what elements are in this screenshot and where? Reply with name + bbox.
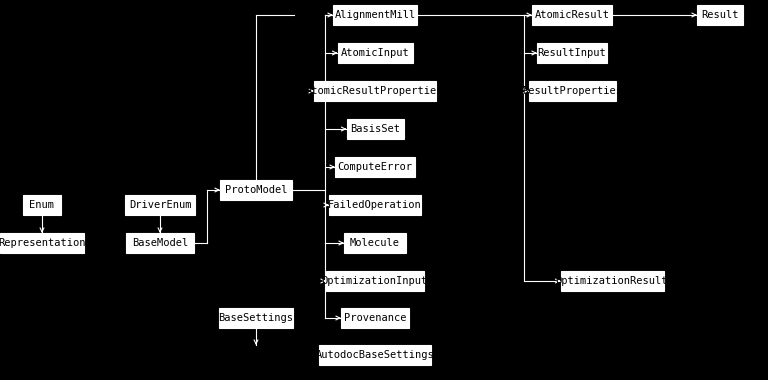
- Bar: [314, 81, 436, 101]
- Text: DriverEnum: DriverEnum: [129, 200, 191, 210]
- Text: Representation: Representation: [0, 238, 86, 248]
- Bar: [126, 233, 194, 253]
- Text: BaseModel: BaseModel: [132, 238, 188, 248]
- Bar: [341, 308, 409, 328]
- Text: AtomicResult: AtomicResult: [535, 10, 610, 20]
- Bar: [337, 43, 412, 63]
- Bar: [335, 157, 415, 177]
- Bar: [333, 5, 417, 25]
- Text: AlignmentMill: AlignmentMill: [334, 10, 415, 20]
- Text: Result: Result: [701, 10, 739, 20]
- Text: ComputeError: ComputeError: [337, 162, 412, 172]
- Text: Enum: Enum: [29, 200, 55, 210]
- Text: AtomicResultProperties: AtomicResultProperties: [306, 86, 444, 96]
- Text: Molecule: Molecule: [350, 238, 400, 248]
- Text: OptimizationResult: OptimizationResult: [556, 276, 668, 286]
- Bar: [326, 271, 424, 291]
- Bar: [537, 43, 607, 63]
- Text: AtomicInput: AtomicInput: [341, 48, 409, 58]
- Text: BasisSet: BasisSet: [350, 124, 400, 134]
- Bar: [219, 308, 293, 328]
- Bar: [697, 5, 743, 25]
- Bar: [528, 81, 615, 101]
- Text: ResultProperties: ResultProperties: [522, 86, 622, 96]
- Text: Provenance: Provenance: [344, 313, 406, 323]
- Text: OptimizationInput: OptimizationInput: [322, 276, 428, 286]
- Bar: [0, 233, 84, 253]
- Bar: [329, 195, 421, 215]
- Bar: [344, 233, 406, 253]
- Bar: [561, 271, 664, 291]
- Text: AutodocBaseSettings: AutodocBaseSettings: [316, 350, 435, 360]
- Bar: [532, 5, 612, 25]
- Bar: [23, 195, 61, 215]
- Text: FailedOperation: FailedOperation: [328, 200, 422, 210]
- Bar: [125, 195, 195, 215]
- Bar: [346, 119, 403, 139]
- Text: ResultInput: ResultInput: [538, 48, 607, 58]
- Bar: [220, 180, 292, 200]
- Text: ProtoModel: ProtoModel: [225, 185, 287, 195]
- Text: BaseSettings: BaseSettings: [219, 313, 293, 323]
- Bar: [319, 345, 431, 365]
